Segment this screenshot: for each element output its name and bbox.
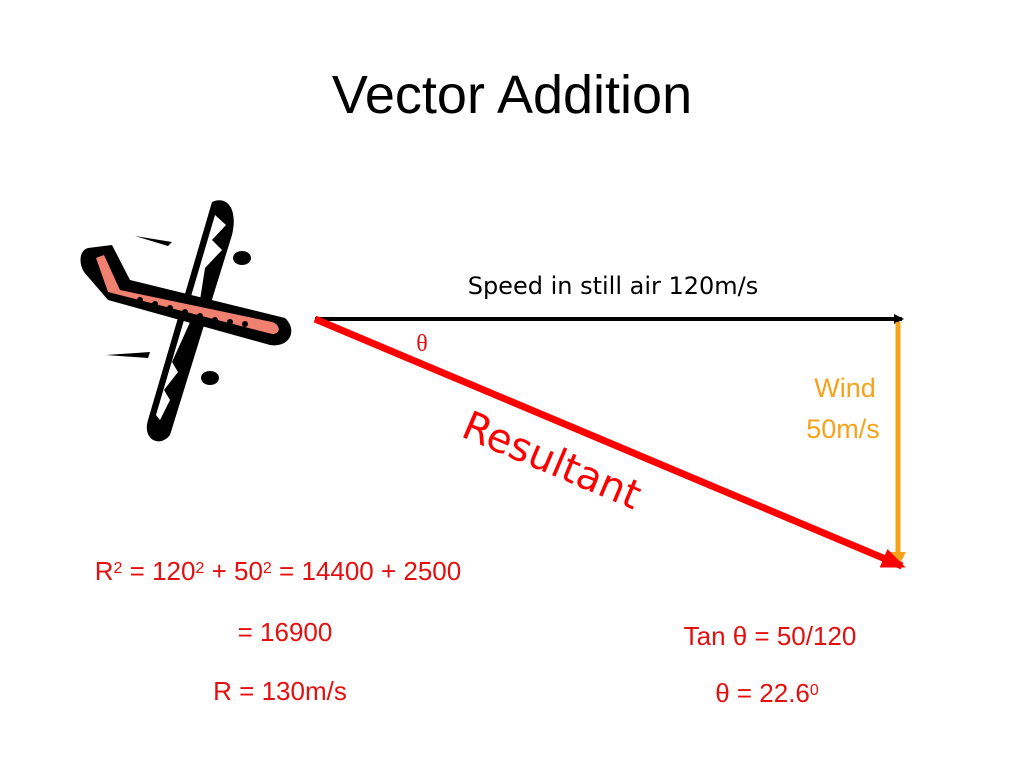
title: Vector Addition (332, 65, 692, 125)
equation-line: R = 130m/s (213, 676, 347, 706)
equation-text: + 50 (204, 556, 263, 586)
wind-label: 50m/s (806, 414, 880, 444)
equation-line: θ = 22.60 (715, 678, 819, 708)
wind-label: Wind (814, 373, 876, 403)
superscript: 2 (114, 560, 123, 577)
equation-text: R = 130m/s (213, 676, 347, 706)
equation-line: Tan θ = 50/120 (684, 621, 857, 651)
superscript: 2 (195, 560, 204, 577)
equation-text: θ = 22.6 (715, 678, 810, 708)
equation-text: Tan θ = 50/120 (684, 621, 857, 651)
equation-line: = 16900 (238, 617, 333, 647)
airplane-icon (80, 200, 292, 442)
superscript: 0 (810, 682, 819, 699)
equation-text: = 16900 (238, 617, 333, 647)
speed-label: Speed in still air 120m/s (468, 272, 759, 300)
superscript: 2 (263, 560, 272, 577)
equation-text: = 120 (122, 556, 195, 586)
equation-text: = 14400 + 2500 (272, 556, 461, 586)
theta-label: θ (416, 331, 428, 357)
resultant-arrow (313, 315, 906, 570)
equation-text: R (95, 556, 114, 586)
equation-line: R2 = 1202 + 502 = 14400 + 2500 (95, 556, 461, 586)
